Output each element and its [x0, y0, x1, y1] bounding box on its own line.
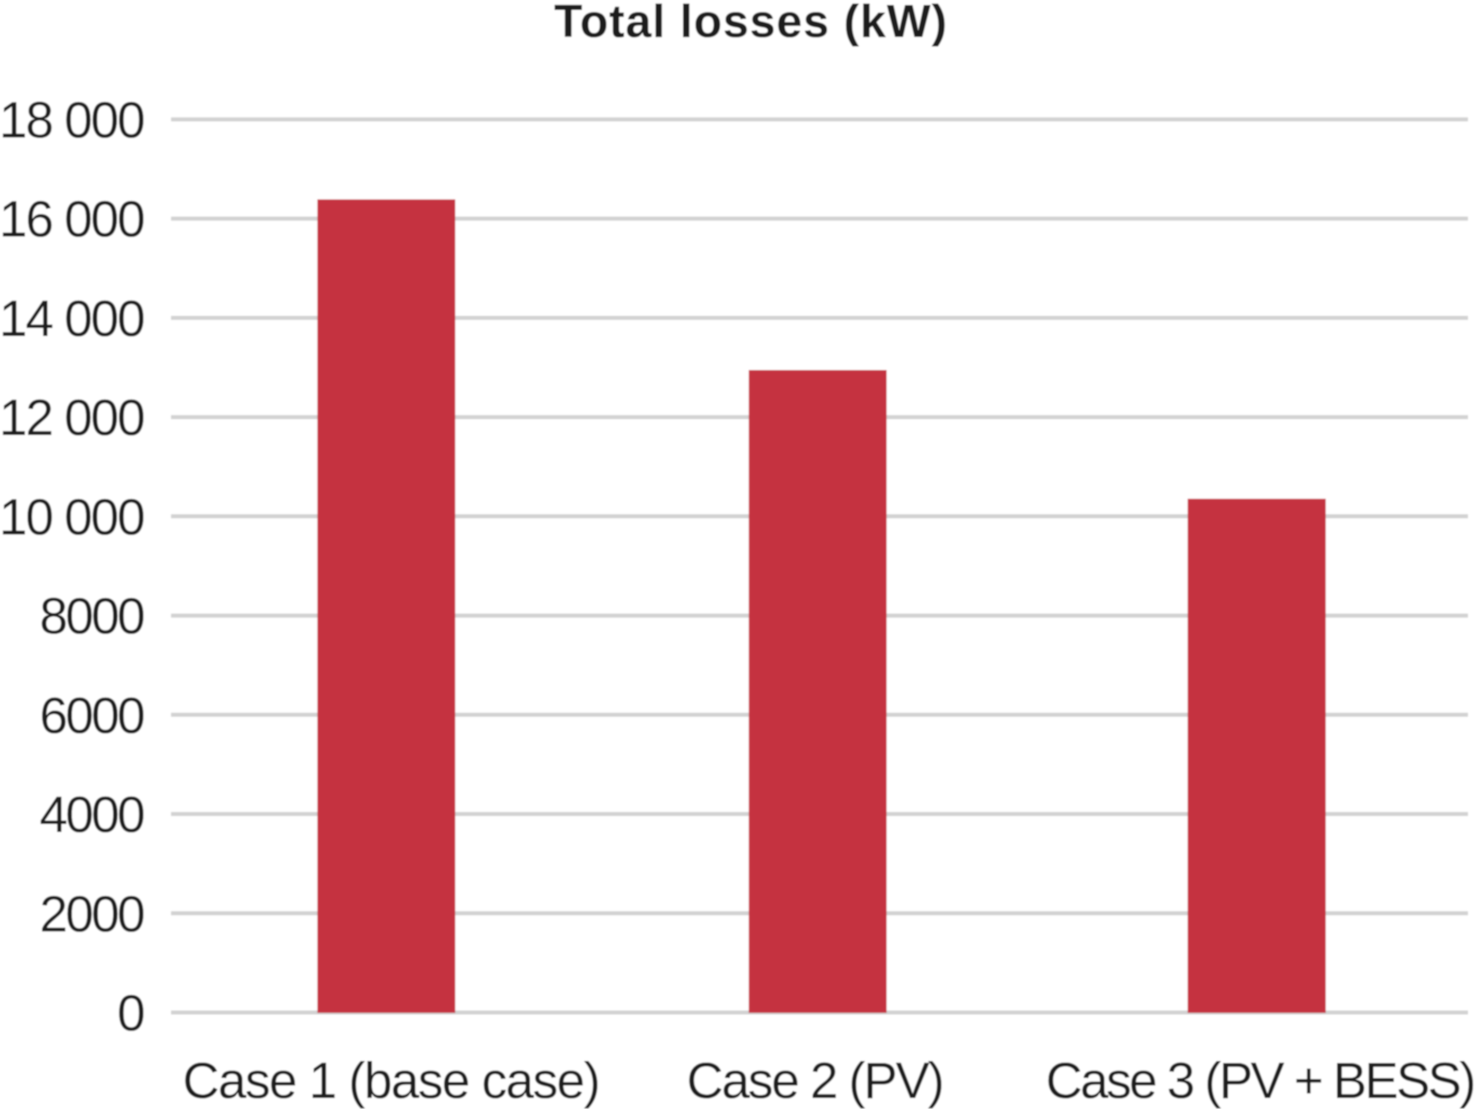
svg-text:Case 2 (PV): Case 2 (PV)	[687, 1052, 945, 1109]
svg-text:Case 1 (base case): Case 1 (base case)	[183, 1052, 601, 1109]
svg-text:Total losses (kW): Total losses (kW)	[554, 0, 947, 47]
svg-text:16 000: 16 000	[0, 191, 146, 248]
svg-text:18 000: 18 000	[0, 92, 146, 149]
svg-text:4000: 4000	[40, 786, 146, 843]
svg-text:2000: 2000	[40, 885, 146, 942]
svg-text:8000: 8000	[40, 588, 146, 645]
svg-text:0: 0	[117, 985, 145, 1042]
svg-text:12 000: 12 000	[0, 389, 146, 446]
svg-text:14 000: 14 000	[0, 290, 146, 347]
svg-text:10 000: 10 000	[0, 488, 146, 545]
svg-text:6000: 6000	[40, 687, 146, 744]
svg-text:Case 3 (PV + BESS): Case 3 (PV + BESS)	[1046, 1052, 1476, 1109]
